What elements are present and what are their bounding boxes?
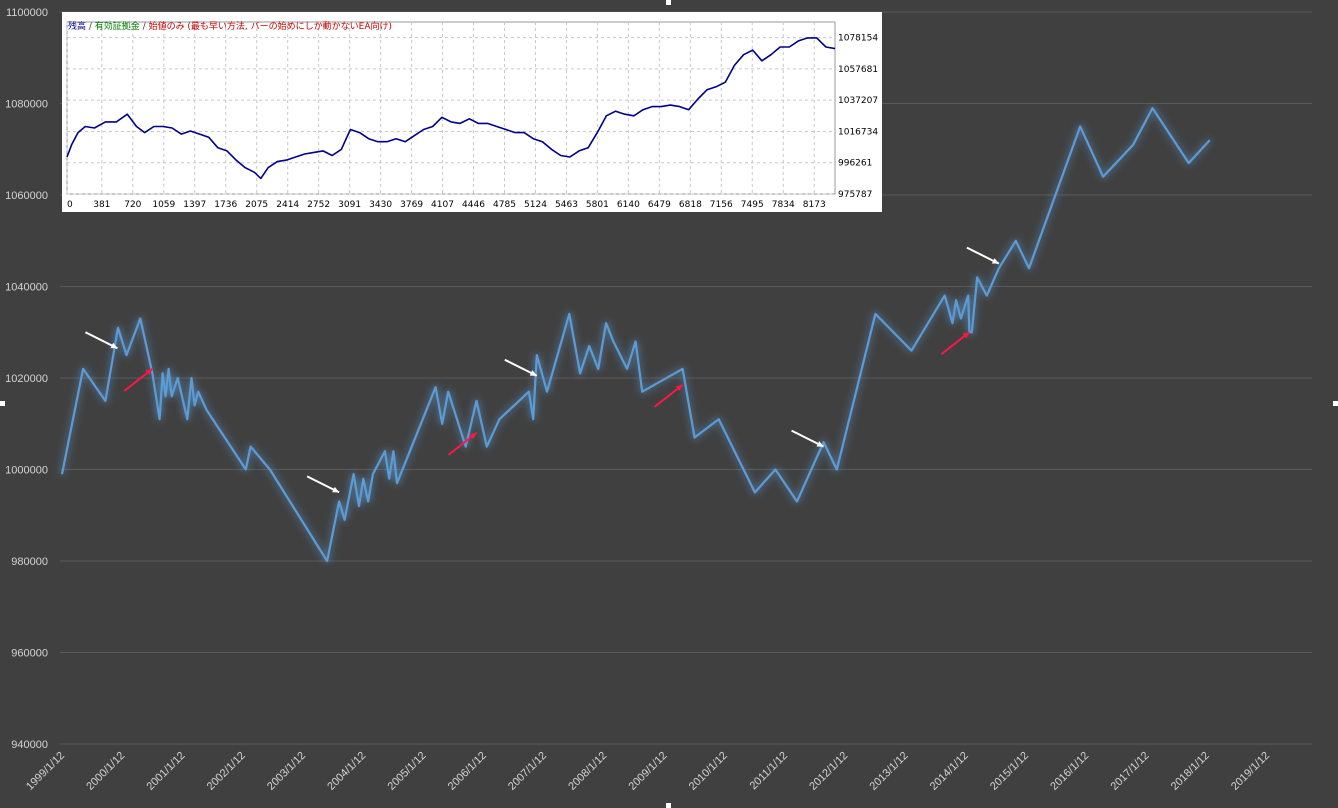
x-tick-label: 2008/1/12 [566, 750, 609, 793]
x-tick-label: 2003/1/12 [265, 750, 308, 793]
x-tick-label: 2000/1/12 [84, 750, 127, 793]
x-tick-label: 2009/1/12 [627, 750, 670, 793]
arrow-head [675, 384, 683, 392]
inset-y-tick-label: 1078154 [838, 34, 878, 44]
inset-balance-line [66, 37, 836, 180]
inset-y-tick-label: 996261 [838, 159, 872, 169]
inset-x-tick-label: 6818 [679, 200, 702, 210]
x-tick-label: 1999/1/12 [24, 750, 67, 793]
inset-legend: 残高 / 有効証拠金 / 始値のみ (最も早い方法, バーの始めにしか動かないE… [68, 19, 392, 32]
inset-y-tick-label: 1037207 [838, 96, 878, 106]
arrow-head [816, 441, 824, 447]
balance-series-line [60, 106, 1211, 563]
y-tick-label: 1020000 [5, 373, 48, 385]
annotation-arrow-red [653, 384, 684, 408]
resize-handle-top[interactable] [666, 0, 671, 5]
inset-y-tick-label: 1016734 [838, 127, 878, 137]
inset-x-tick-label: 1736 [214, 200, 237, 210]
inset-x-tick-label: 8173 [803, 200, 826, 210]
x-tick-label: 2004/1/12 [325, 750, 368, 793]
inset-x-tick-label: 5124 [524, 200, 547, 210]
x-tick-label: 2005/1/12 [386, 750, 429, 793]
x-tick-label: 2019/1/12 [1229, 750, 1272, 793]
x-tick-label: 2018/1/12 [1169, 750, 1212, 793]
inset-x-tick-label: 3769 [400, 200, 423, 210]
y-tick-label: 980000 [11, 556, 48, 568]
annotation-arrow-white [504, 358, 538, 377]
annotation-arrow-white [84, 331, 118, 350]
annotation-arrow-red [447, 432, 478, 456]
inset-x-tick-label: 0 [67, 200, 73, 210]
x-tick-label: 2002/1/12 [205, 750, 248, 793]
inset-x-tick-label: 5801 [586, 200, 609, 210]
inset-x-tick-label: 1397 [183, 200, 206, 210]
annotation-arrow-white [966, 246, 1000, 265]
resize-handle-right[interactable] [1333, 401, 1338, 406]
x-tick-label: 2014/1/12 [928, 750, 971, 793]
inset-plot-frame [66, 21, 836, 195]
inset-x-tick-label: 7834 [772, 200, 795, 210]
inset-x-tick-label: 4446 [462, 200, 485, 210]
inset-balance-chart: 0 381 720 1059 1397 1736 2075 2414 2752 3091 3430 3… [62, 12, 882, 212]
legend-model: 始値のみ (最も早い方法, バーの始めにしか動かないEA向け) [148, 22, 393, 32]
annotation-arrow-red [940, 331, 970, 356]
arrow-head [332, 486, 340, 493]
inset-x-tick-label: 5463 [555, 200, 578, 210]
x-tick-label: 2016/1/12 [1048, 750, 1091, 793]
y-tick-label: 1000000 [5, 465, 48, 477]
annotation-arrow-white [791, 429, 825, 448]
inset-x-tick-label: 720 [124, 200, 141, 210]
inset-x-tick-label: 3430 [369, 200, 392, 210]
y-tick-label: 1080000 [5, 99, 48, 111]
inset-x-tick-label: 4107 [431, 200, 454, 210]
inset-y-tick-label: 1057681 [838, 65, 878, 75]
arrow-head [110, 342, 118, 349]
inset-x-tick-label: 6479 [648, 200, 671, 210]
legend-separator: / [139, 22, 149, 32]
inset-x-tick-label: 7156 [710, 200, 733, 210]
inset-y-tick-label: 975787 [838, 190, 872, 200]
x-tick-label: 2011/1/12 [748, 750, 791, 793]
arrow-head [469, 432, 477, 440]
inset-x-tick-label: 7495 [741, 200, 764, 210]
x-tick-label: 2017/1/12 [1109, 750, 1152, 793]
annotation-arrow-white [306, 475, 340, 494]
x-tick-label: 2010/1/12 [687, 750, 730, 793]
x-tick-label: 2012/1/12 [807, 750, 850, 793]
y-tick-label: 1060000 [5, 190, 48, 202]
arrow-head [991, 258, 999, 264]
inset-x-tick-label: 1059 [152, 200, 175, 210]
y-tick-label: 1040000 [5, 282, 48, 294]
legend-balance: 残高 [68, 22, 87, 32]
arrow-head [529, 370, 537, 376]
legend-separator: / [86, 22, 95, 32]
x-tick-label: 2015/1/12 [988, 750, 1031, 793]
resize-handle-left[interactable] [0, 401, 5, 406]
inset-x-tick-label: 6140 [617, 200, 640, 210]
annotation-arrow-red [123, 368, 153, 392]
resize-handle-bottom[interactable] [666, 803, 671, 808]
y-tick-label: 1100000 [6, 7, 48, 19]
inset-x-tick-label: 3091 [338, 200, 361, 210]
inset-x-tick-label: 2752 [307, 200, 330, 210]
arrow-head [145, 368, 153, 376]
y-tick-label: 960000 [11, 648, 48, 660]
y-tick-label: 940000 [11, 739, 48, 751]
inset-x-tick-label: 4785 [493, 200, 516, 210]
inset-x-tick-label: 381 [93, 200, 110, 210]
inset-x-tick-label: 2414 [276, 200, 299, 210]
x-tick-label: 2007/1/12 [506, 750, 549, 793]
inset-x-tick-label: 2075 [245, 200, 268, 210]
x-tick-label: 2001/1/12 [145, 750, 188, 793]
x-tick-label: 2013/1/12 [868, 750, 911, 793]
arrow-head [962, 332, 970, 339]
legend-equity: 有効証拠金 [94, 22, 140, 32]
x-tick-label: 2006/1/12 [446, 750, 489, 793]
